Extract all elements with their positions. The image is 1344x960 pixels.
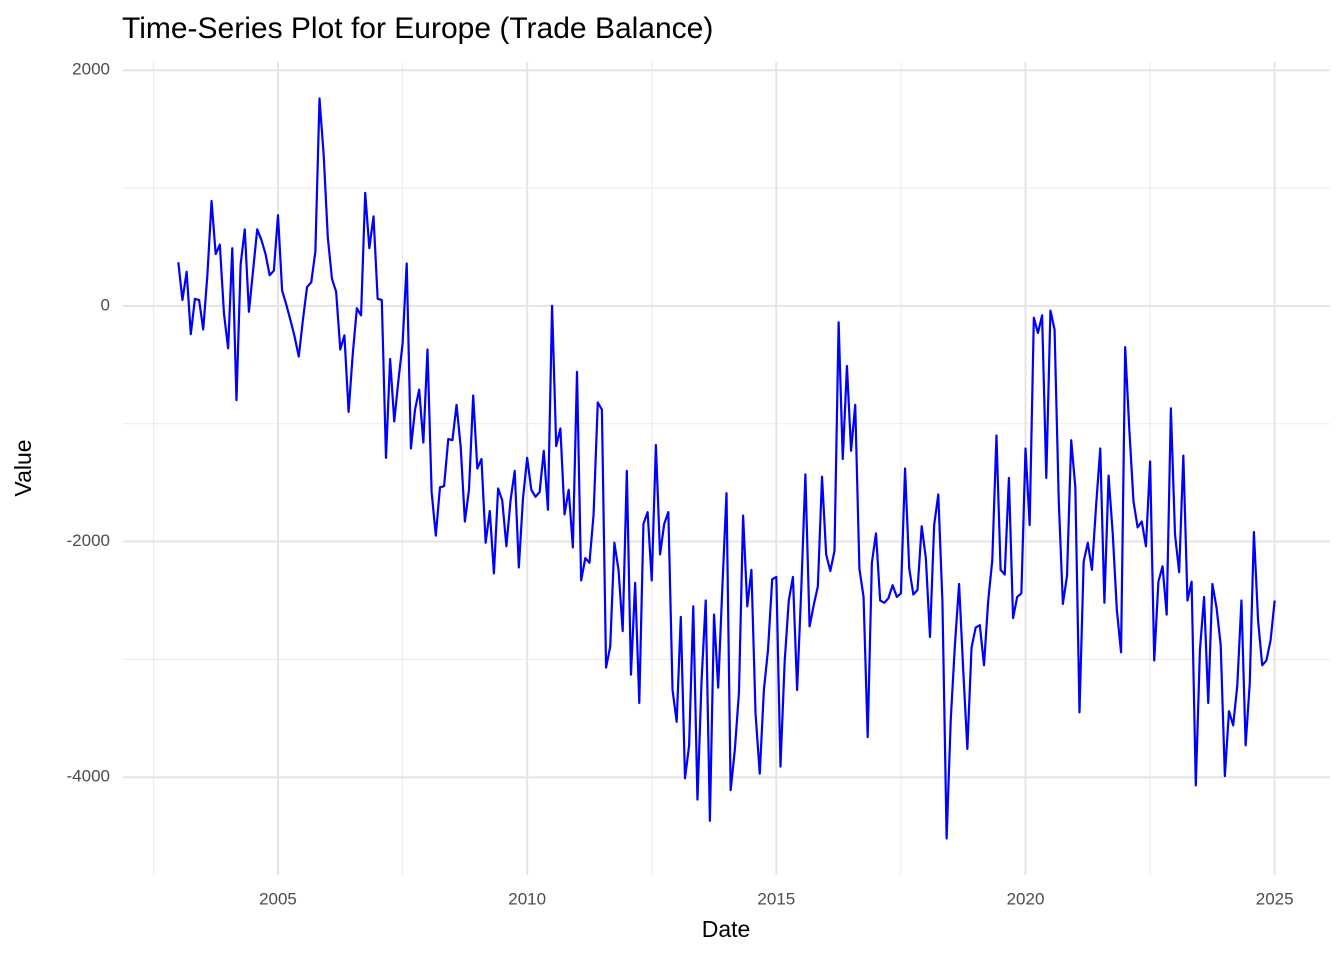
x-tick-label: 2025 (1256, 889, 1294, 908)
y-tick-label: 0 (101, 295, 110, 314)
chart-title: Time-Series Plot for Europe (Trade Balan… (122, 12, 713, 45)
x-tick-label: 2020 (1007, 889, 1045, 908)
y-tick-label: 2000 (72, 60, 110, 79)
y-tick-label: -2000 (67, 531, 110, 550)
data-line (177, 97, 1276, 840)
y-tick-label: -4000 (67, 767, 110, 786)
x-axis-title: Date (702, 916, 751, 942)
x-tick-label: 2015 (757, 889, 795, 908)
x-tick-label: 2005 (259, 889, 297, 908)
y-axis-title: Value (10, 439, 36, 496)
x-tick-label: 2010 (508, 889, 546, 908)
grid (123, 62, 1330, 875)
